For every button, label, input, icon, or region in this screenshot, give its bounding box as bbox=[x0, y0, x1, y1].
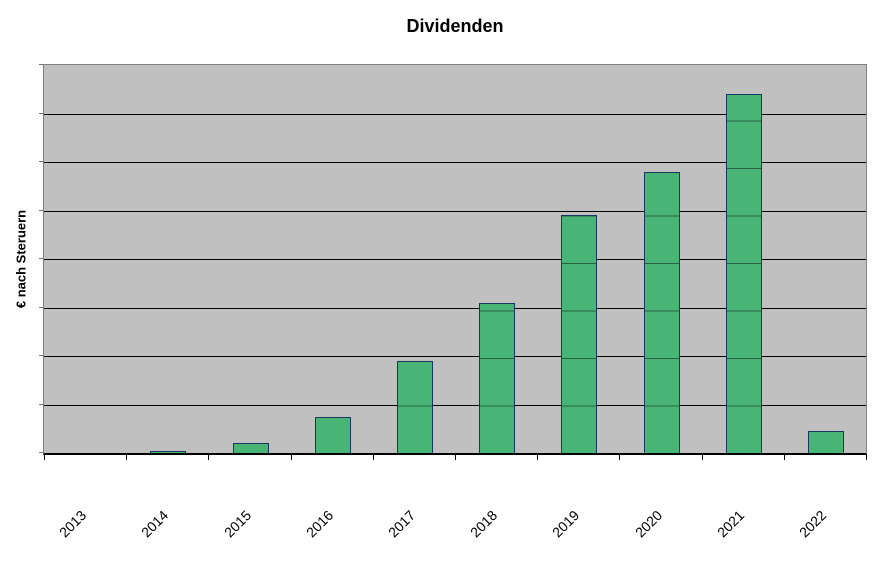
x-axis-tick bbox=[619, 454, 620, 460]
x-axis-label-2020: 2020 bbox=[631, 507, 666, 541]
y-axis-tick bbox=[39, 258, 43, 259]
gridline bbox=[44, 259, 866, 260]
x-axis-label-2018: 2018 bbox=[466, 507, 501, 541]
x-axis-tick bbox=[126, 454, 127, 460]
gridline bbox=[44, 356, 866, 357]
bar-2020 bbox=[644, 172, 680, 453]
x-axis-label-2019: 2019 bbox=[548, 507, 583, 541]
bar-2017 bbox=[397, 361, 433, 453]
x-axis-label-2013: 2013 bbox=[55, 507, 90, 541]
y-axis-tick bbox=[39, 404, 43, 405]
x-axis-label-2017: 2017 bbox=[384, 507, 419, 541]
x-axis-tick bbox=[208, 454, 209, 460]
y-axis-tick bbox=[39, 161, 43, 162]
y-axis-tick bbox=[39, 113, 43, 114]
bar-2018 bbox=[479, 303, 515, 453]
bar-2015 bbox=[233, 443, 269, 453]
x-axis-label-2016: 2016 bbox=[302, 507, 337, 541]
y-axis-tick bbox=[39, 355, 43, 356]
x-axis-tick bbox=[702, 454, 703, 460]
gridline bbox=[44, 307, 866, 309]
y-axis-tick bbox=[39, 64, 43, 65]
y-axis-tick bbox=[39, 452, 43, 453]
x-axis-label-2022: 2022 bbox=[795, 507, 830, 541]
x-axis-label-2021: 2021 bbox=[713, 507, 748, 541]
chart-title: Dividenden bbox=[406, 16, 504, 36]
gridline bbox=[44, 162, 866, 163]
bar-2022 bbox=[808, 431, 844, 453]
x-axis-tick bbox=[44, 454, 45, 460]
y-axis-tick bbox=[39, 307, 43, 308]
gridline bbox=[44, 113, 866, 115]
bar-2016 bbox=[315, 417, 351, 453]
bar-2021 bbox=[726, 94, 762, 453]
x-axis-tick bbox=[866, 454, 867, 460]
bar-2014 bbox=[150, 451, 186, 453]
bar-2019 bbox=[561, 215, 597, 453]
x-axis-label-2015: 2015 bbox=[220, 507, 255, 541]
x-axis-tick bbox=[537, 454, 538, 460]
x-axis-tick bbox=[455, 454, 456, 460]
plot-area bbox=[43, 64, 867, 455]
x-axis-tick bbox=[291, 454, 292, 460]
x-axis-label-2014: 2014 bbox=[137, 507, 172, 541]
y-axis-title: € nach Steruern bbox=[13, 209, 29, 309]
x-axis-tick bbox=[373, 454, 374, 460]
gridline bbox=[44, 210, 866, 212]
y-axis-tick bbox=[39, 210, 43, 211]
gridline bbox=[44, 404, 866, 406]
x-axis-tick bbox=[784, 454, 785, 460]
